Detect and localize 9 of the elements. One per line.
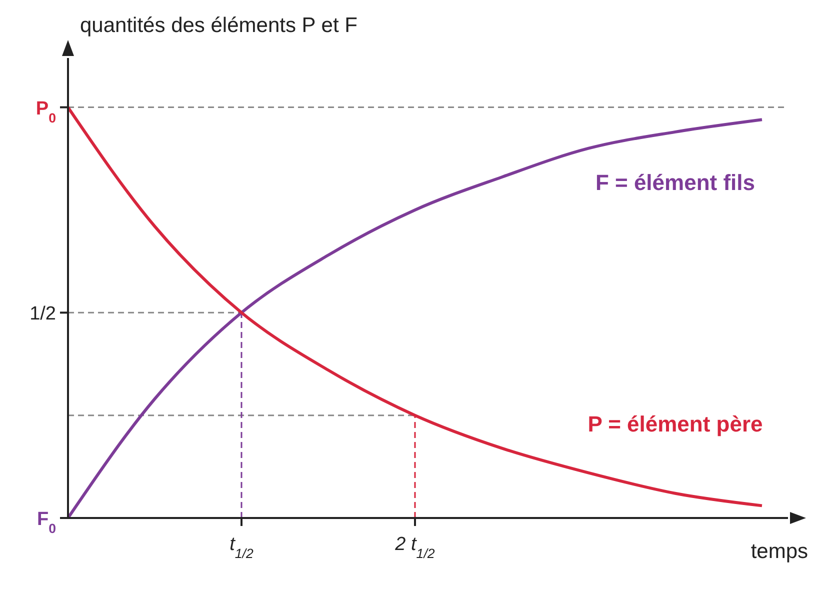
- series-label: F = élément fils: [595, 170, 756, 195]
- x-axis-title: temps: [750, 540, 808, 564]
- ref-line-label: P$_{0}$: [36, 98, 56, 125]
- y-axis-title: quantités des éléments P et F: [80, 14, 358, 38]
- series-label: P = élément père: [588, 411, 763, 436]
- ref-line-label: 1/2: [30, 304, 56, 325]
- text: F$_{0}$: [36, 509, 56, 536]
- x-tick-label: 2 t$_{1/2}$: [394, 534, 436, 560]
- x-tick-label: t$_{1/2}$: [230, 534, 254, 560]
